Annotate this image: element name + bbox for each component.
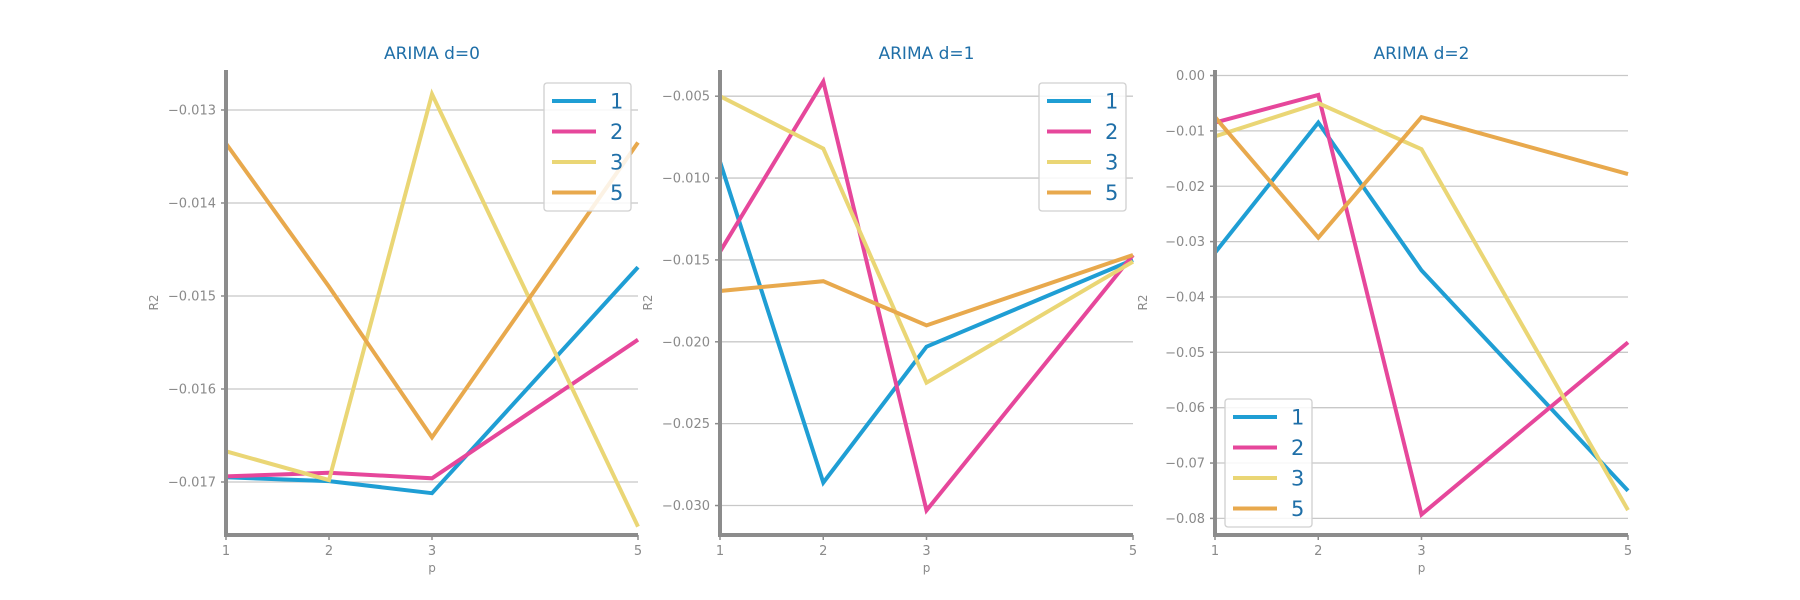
chart-title: ARIMA d=1	[878, 44, 974, 64]
y-axis-label: R2	[147, 295, 161, 311]
x-axis-label: p	[923, 561, 931, 575]
series-line-3	[719, 94, 1135, 386]
series-line-3	[1214, 101, 1630, 512]
x-tick-label: 5	[1129, 544, 1137, 559]
y-tick-label: −0.010	[662, 172, 710, 187]
chart-panel-1: −0.013 −0.014 −0.015 −0.016 −0.017 1 2 3 5 ARIMA …	[147, 44, 642, 575]
legend-label: 1	[610, 90, 623, 114]
chart-title: ARIMA d=0	[384, 44, 480, 64]
y-tick-label: −0.08	[1165, 512, 1205, 527]
series-line-5	[224, 141, 640, 441]
x-tick-label: 5	[1624, 544, 1632, 559]
y-tick-label: −0.025	[662, 417, 710, 432]
y-tick-label: −0.016	[168, 382, 216, 397]
x-tick-label: 1	[716, 544, 724, 559]
y-tick-label: −0.015	[168, 289, 216, 304]
x-tick-label: 1	[222, 544, 230, 559]
legend-box	[1224, 398, 1313, 528]
x-tick-label: 3	[922, 544, 930, 559]
series-line-5	[1213, 114, 1629, 241]
x-tick-label: 5	[634, 544, 642, 559]
y-axis-label: R2	[641, 295, 655, 311]
y-tick-label: −0.020	[662, 335, 710, 350]
y-tick-label: −0.005	[662, 90, 710, 105]
legend: 1 2 3 5	[1038, 82, 1127, 212]
legend-label: 1	[1291, 406, 1304, 430]
y-tick-label: −0.014	[168, 196, 216, 211]
series-line-3	[225, 88, 640, 528]
legend: 1 2 3 5	[1224, 398, 1313, 528]
x-tick-label: 1	[1211, 544, 1219, 559]
y-tick-label: −0.02	[1165, 180, 1205, 195]
y-tick-label: −0.015	[662, 253, 710, 268]
legend-box	[1038, 82, 1127, 212]
x-axis-label: p	[1418, 561, 1426, 575]
legend-label: 2	[1105, 120, 1118, 144]
legend-box	[543, 82, 632, 212]
x-tick-label: 2	[325, 544, 333, 559]
chart-title: ARIMA d=2	[1373, 44, 1469, 64]
legend-label: 3	[1105, 151, 1118, 175]
y-tick-label: −0.030	[662, 499, 710, 514]
y-tick-label: −0.07	[1165, 457, 1205, 472]
legend-label: 3	[1291, 467, 1304, 491]
y-tick-label: −0.06	[1165, 401, 1205, 416]
y-tick-label: −0.05	[1165, 346, 1205, 361]
legend-label: 5	[610, 181, 623, 205]
series-line-2	[718, 76, 1135, 515]
y-tick-label: −0.01	[1165, 124, 1205, 139]
legend: 1 2 3 5	[543, 82, 632, 212]
x-tick-label: 3	[428, 544, 436, 559]
y-tick-label: −0.013	[168, 103, 216, 118]
series-line-2	[1214, 92, 1630, 519]
legend-label: 3	[610, 151, 623, 175]
y-tick-label: −0.04	[1165, 290, 1205, 305]
y-tick-label: −0.03	[1165, 235, 1205, 250]
legend-label: 2	[1291, 436, 1304, 460]
x-axis-label: p	[428, 561, 436, 575]
legend-label: 1	[1105, 90, 1118, 114]
y-tick-label: −0.017	[168, 475, 216, 490]
legend-label: 2	[610, 120, 623, 144]
y-tick-label: 0.00	[1176, 69, 1205, 84]
y-axis-label: R2	[1136, 295, 1150, 311]
series-line-1	[1213, 119, 1630, 493]
legend-label: 5	[1291, 497, 1304, 521]
x-tick-label: 2	[1314, 544, 1322, 559]
series-line-1	[718, 161, 1134, 487]
x-tick-label: 3	[1417, 544, 1425, 559]
chart-panel-3: 0.00 −0.01 −0.02 −0.03 −0.04 −0.05 −0.06 −0.07 −…	[1136, 44, 1632, 575]
chart-panel-2: −0.005 −0.010 −0.015 −0.020 −0.025 −0.030 1 2 3 5…	[641, 44, 1137, 575]
series-line-5	[719, 253, 1134, 328]
series-line-1	[225, 265, 640, 496]
x-tick-label: 2	[819, 544, 827, 559]
legend-label: 5	[1105, 181, 1118, 205]
series-line-2	[225, 338, 640, 481]
